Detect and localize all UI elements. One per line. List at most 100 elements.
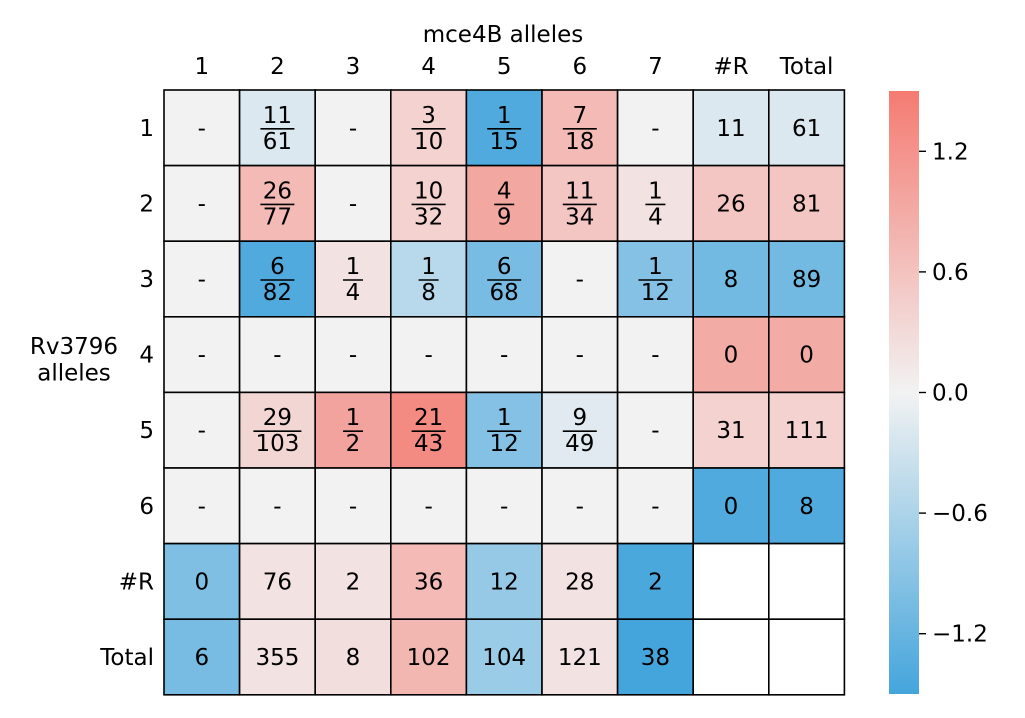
heatmap-cell — [767, 164, 846, 243]
row-labels: 1 2 3 4 5 6 #R Total — [99, 116, 154, 671]
heatmap-cell — [163, 391, 241, 469]
cell-value: 31 — [716, 418, 745, 444]
heatmap-cell — [541, 618, 619, 696]
cell-value: 28 — [565, 569, 594, 595]
fraction-numerator: 26 — [263, 178, 292, 204]
cell-fraction: 949 — [562, 405, 597, 457]
fraction-denominator: 18 — [565, 129, 594, 155]
column-label: 6 — [572, 54, 587, 80]
heatmap-cell — [692, 467, 770, 545]
fraction-denominator: 12 — [641, 280, 670, 306]
heatmap-cell — [541, 391, 619, 469]
heatmap-cell — [465, 164, 543, 243]
heatmap-cell — [692, 164, 770, 243]
cell-fraction: 18 — [418, 254, 439, 306]
cell-value: 81 — [792, 191, 821, 217]
cell-value: - — [198, 343, 206, 369]
cell-value: - — [500, 343, 508, 369]
heatmap-cell — [616, 542, 694, 620]
heatmap-cell — [163, 618, 241, 696]
cell-value: - — [198, 494, 206, 520]
cell-value: - — [349, 116, 357, 142]
cell-value: - — [198, 191, 206, 217]
cell-value: - — [500, 494, 508, 520]
heatmap-cell — [238, 89, 317, 167]
cell-value: - — [651, 494, 659, 520]
heatmap-cell — [692, 618, 770, 696]
heatmap-cell — [767, 467, 846, 545]
fraction-denominator: 2 — [346, 431, 361, 457]
heatmap-cell — [616, 391, 694, 469]
colorbar-tick-label: 0.0 — [932, 381, 969, 407]
cell-value: - — [576, 494, 584, 520]
cell-value: 121 — [558, 645, 602, 671]
colorbar-tick-label: 0.6 — [932, 260, 969, 286]
fraction-numerator: 1 — [648, 178, 663, 204]
heatmap-cell — [389, 467, 468, 545]
fraction-numerator: 29 — [263, 405, 292, 431]
cell-value: - — [651, 418, 659, 444]
column-label: 3 — [346, 54, 361, 80]
fraction-numerator: 1 — [421, 254, 436, 280]
cell-value: 38 — [641, 645, 670, 671]
cell-value: 76 — [263, 569, 292, 595]
fraction-denominator: 15 — [490, 129, 519, 155]
cell-value: 8 — [346, 645, 361, 671]
fraction-denominator: 77 — [263, 204, 292, 230]
heatmap-cell — [314, 89, 392, 167]
cell-value: 111 — [785, 418, 829, 444]
fraction-numerator: 9 — [572, 405, 587, 431]
cell-value: - — [198, 418, 206, 444]
column-label: #R — [713, 54, 748, 80]
heatmap-cell — [163, 240, 241, 318]
heatmap-cell — [541, 467, 619, 545]
cell-fraction: 49 — [494, 178, 515, 230]
cell-fraction: 14 — [645, 178, 666, 230]
cell-fraction: 718 — [562, 103, 597, 155]
cell-value: 104 — [482, 645, 526, 671]
cell-value: 36 — [414, 569, 443, 595]
cell-value: 6 — [194, 645, 209, 671]
heatmap-cell — [616, 618, 694, 696]
fraction-numerator: 1 — [497, 103, 512, 129]
heatmap-cell — [163, 89, 241, 167]
fraction-numerator: 1 — [648, 254, 663, 280]
fraction-denominator: 4 — [346, 280, 361, 306]
cell-value: - — [273, 343, 281, 369]
fraction-numerator: 11 — [565, 178, 594, 204]
colorbar-tick-label: 1.2 — [932, 139, 969, 165]
heatmap-cell — [389, 240, 468, 318]
heatmap-cell — [314, 618, 392, 696]
cell-value: - — [651, 343, 659, 369]
heatmap-cell — [163, 467, 241, 545]
cell-value: 8 — [799, 494, 814, 520]
cell-fraction: 682 — [260, 254, 295, 306]
chart-title: mce4B alleles — [423, 22, 583, 48]
cell-value: 2 — [346, 569, 361, 595]
heatmap-cell — [238, 315, 317, 394]
cell-fraction: 112 — [638, 254, 673, 306]
column-label: Total — [779, 54, 834, 80]
fraction-numerator: 7 — [572, 103, 587, 129]
heatmap-cell — [767, 240, 846, 318]
cell-value: 2 — [648, 569, 663, 595]
cell-fraction: 112 — [487, 405, 522, 457]
heatmap-cell — [163, 164, 241, 243]
heatmap-cell — [389, 315, 468, 394]
fraction-denominator: 8 — [421, 280, 436, 306]
cell-value: 355 — [255, 645, 299, 671]
heatmap-cell — [314, 240, 392, 318]
fraction-numerator: 10 — [414, 178, 443, 204]
heatmap-cell — [389, 391, 468, 469]
cell-fraction: 310 — [411, 103, 446, 155]
heatmap-cell — [767, 391, 846, 469]
colorbar: 1.2 0.6 0.0 −0.6 −1.2 — [889, 91, 988, 694]
heatmap-cell — [314, 467, 392, 545]
row-label: 3 — [139, 267, 154, 293]
